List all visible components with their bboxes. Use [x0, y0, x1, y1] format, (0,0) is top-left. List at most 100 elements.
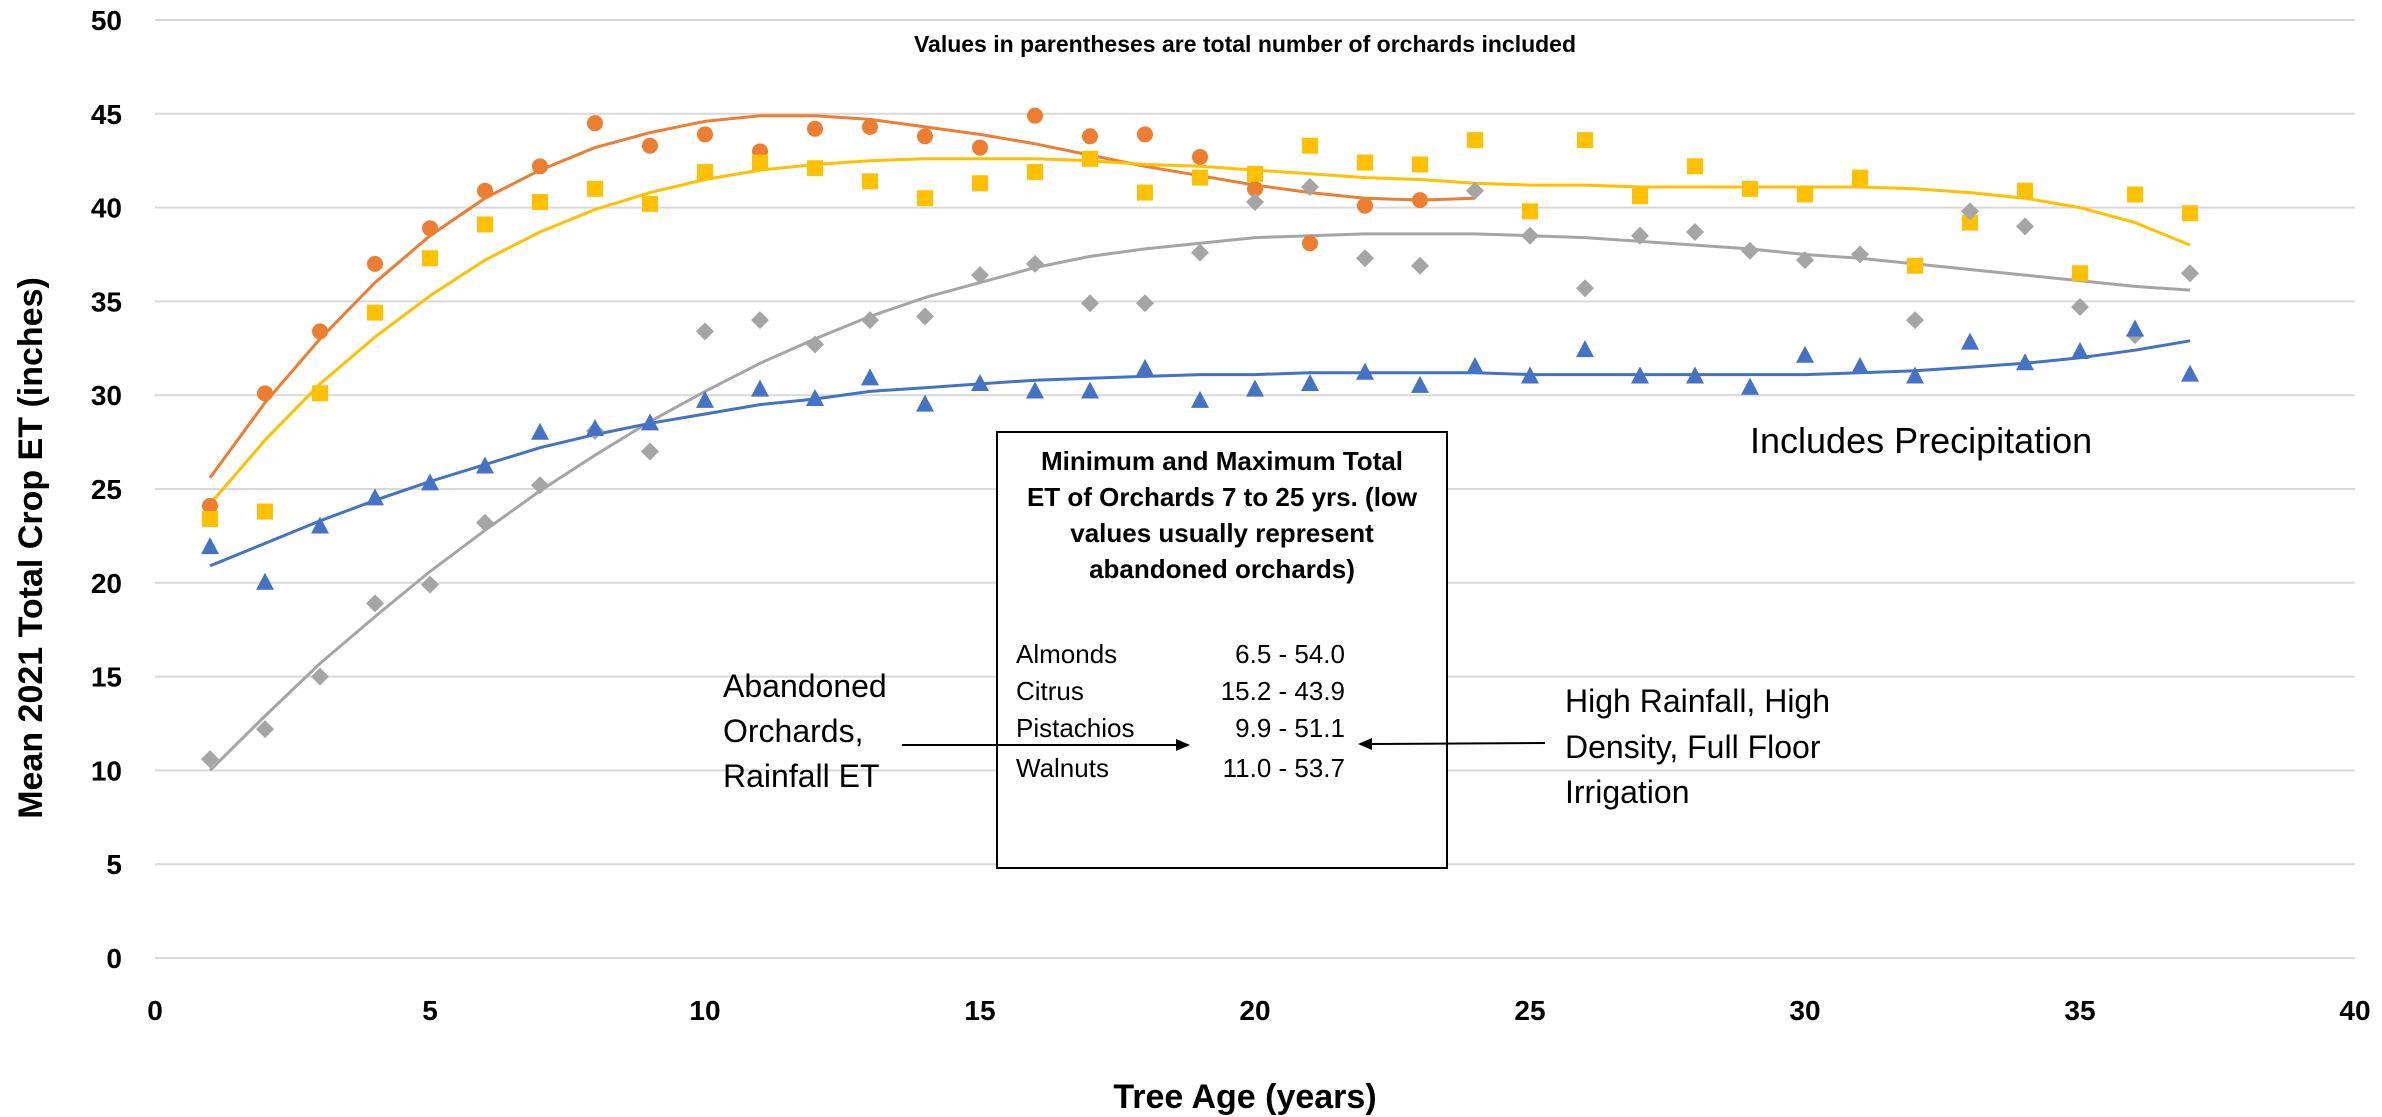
right-note-line-1: High Rainfall, High	[1565, 683, 1830, 719]
point-gold-13	[862, 173, 878, 190]
box-range-citrus: 15.2 - 43.9	[1221, 676, 1345, 706]
x-tick-30: 30	[1789, 995, 1820, 1026]
y-tick-5: 5	[106, 849, 122, 880]
point-gold-11	[752, 154, 768, 171]
right-note-line-3: Irrigation	[1565, 774, 1690, 810]
point-gold-26	[1577, 132, 1593, 149]
y-tick-45: 45	[91, 99, 122, 130]
point-gold-28	[1687, 158, 1703, 175]
point-gray-37	[2181, 264, 2199, 283]
point-gold-7	[532, 193, 548, 210]
point-gray-35	[2071, 298, 2089, 317]
point-blue-2	[256, 572, 274, 590]
point-blue-19	[1191, 390, 1209, 408]
point-orange-1	[202, 497, 218, 514]
y-tick-10: 10	[91, 755, 122, 786]
point-orange-8	[587, 115, 603, 132]
point-gold-9	[642, 195, 658, 212]
point-gray-28	[1686, 222, 1704, 241]
point-blue-32	[1906, 366, 1924, 384]
point-gold-17	[1082, 150, 1098, 167]
point-blue-3	[311, 516, 329, 534]
point-gold-12	[807, 160, 823, 177]
box-crop-pistachios: Pistachios	[1016, 713, 1135, 743]
point-blue-36	[2126, 319, 2144, 337]
point-blue-31	[1851, 357, 1869, 375]
point-gray-23	[1411, 256, 1429, 275]
right-note-line-2: Density, Full Floor	[1565, 729, 1821, 765]
point-blue-37	[2181, 364, 2199, 382]
point-gold-14	[917, 190, 933, 207]
box-title-line-1: Minimum and Maximum Total	[1041, 446, 1403, 476]
chart-subtitle: Values in parentheses are total number o…	[914, 31, 1576, 57]
point-blue-7	[531, 422, 549, 440]
trendline-orange	[208, 114, 1476, 479]
point-gray-25	[1521, 226, 1539, 245]
point-gold-3	[312, 385, 328, 402]
point-gold-25	[1522, 203, 1538, 220]
point-orange-2	[257, 385, 273, 402]
box-crop-almonds: Almonds	[1016, 639, 1117, 669]
point-gray-27	[1631, 226, 1649, 245]
point-blue-18	[1136, 358, 1154, 376]
point-gold-23	[1412, 156, 1428, 173]
point-gold-1	[202, 511, 218, 528]
x-tick-15: 15	[964, 995, 995, 1026]
box-range-almonds: 6.5 - 54.0	[1235, 639, 1345, 669]
point-gray-30	[1796, 251, 1814, 270]
point-blue-6	[476, 456, 494, 474]
point-blue-12	[806, 388, 824, 406]
point-gray-2	[256, 720, 274, 739]
point-gray-14	[916, 307, 934, 326]
y-tick-0: 0	[106, 943, 122, 974]
y-tick-30: 30	[91, 380, 122, 411]
point-gold-35	[2072, 265, 2088, 282]
point-blue-16	[1026, 381, 1044, 399]
point-gold-29	[1742, 180, 1758, 197]
data-points	[201, 107, 2199, 769]
point-blue-33	[1961, 332, 1979, 350]
y-tick-40: 40	[91, 193, 122, 224]
point-gray-3	[311, 667, 329, 686]
point-gray-9	[641, 442, 659, 461]
point-blue-30	[1796, 345, 1814, 363]
y-axis-label: Mean 2021 Total Crop ET (inches)	[12, 277, 50, 819]
x-tick-10: 10	[689, 995, 720, 1026]
box-title-line-3: values usually represent	[1070, 518, 1374, 548]
point-orange-3	[312, 323, 328, 340]
point-gold-34	[2017, 182, 2033, 199]
point-blue-22	[1356, 362, 1374, 380]
point-blue-8	[586, 418, 604, 436]
point-gray-10	[696, 322, 714, 341]
right-arrow-head	[1358, 738, 1372, 750]
point-gold-21	[1302, 137, 1318, 154]
x-tick-20: 20	[1239, 995, 1270, 1026]
y-tick-50: 50	[91, 5, 122, 36]
point-orange-22	[1357, 197, 1373, 214]
point-orange-19	[1192, 148, 1208, 165]
point-gray-15	[971, 266, 989, 285]
point-blue-15	[971, 373, 989, 391]
x-tick-35: 35	[2064, 995, 2095, 1026]
min-max-box-border	[996, 431, 1448, 869]
point-blue-9	[641, 413, 659, 431]
point-orange-15	[972, 139, 988, 156]
x-tick-5: 5	[422, 995, 438, 1026]
point-gray-31	[1851, 245, 1869, 264]
point-gold-19	[1192, 169, 1208, 186]
point-gold-2	[257, 503, 273, 520]
point-orange-17	[1082, 128, 1098, 145]
x-axis-label: Tree Age (years)	[1113, 1078, 1376, 1116]
point-blue-28	[1686, 366, 1704, 384]
point-gold-32	[1907, 257, 1923, 274]
point-gold-24	[1467, 132, 1483, 149]
point-blue-13	[861, 368, 879, 386]
point-orange-6	[477, 182, 493, 199]
annotation-arrows	[902, 738, 1546, 751]
box-crop-walnuts: Walnuts	[1016, 753, 1109, 783]
point-gray-20	[1246, 192, 1264, 211]
point-gray-6	[476, 513, 494, 532]
point-gray-24	[1466, 181, 1484, 200]
point-blue-29	[1741, 377, 1759, 395]
